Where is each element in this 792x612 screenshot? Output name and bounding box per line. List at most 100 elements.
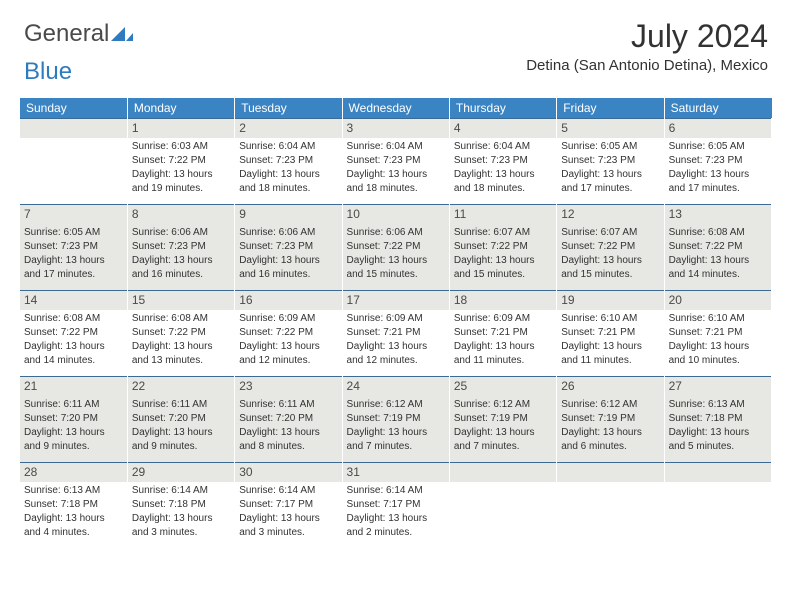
sunset-line: Sunset: 7:21 PM — [454, 326, 552, 340]
header: General Blue July 2024 Detina (San Antoni… — [0, 0, 792, 92]
daylight-line: Daylight: 13 hours and 9 minutes. — [132, 426, 230, 454]
sunrise-line: Sunrise: 6:13 AM — [669, 398, 767, 412]
sunrise-line: Sunrise: 6:11 AM — [239, 398, 337, 412]
sunrise-line: Sunrise: 6:04 AM — [454, 140, 552, 154]
sunset-line: Sunset: 7:17 PM — [347, 498, 445, 512]
calendar-day-cell: 5Sunrise: 6:05 AMSunset: 7:23 PMDaylight… — [557, 119, 664, 205]
calendar-week-row: 14Sunrise: 6:08 AMSunset: 7:22 PMDayligh… — [20, 291, 772, 377]
calendar-day-cell — [557, 463, 664, 549]
day-number-empty — [665, 463, 771, 482]
day-number: 12 — [557, 205, 663, 224]
daylight-line: Daylight: 13 hours and 6 minutes. — [561, 426, 659, 454]
sunset-line: Sunset: 7:22 PM — [561, 240, 659, 254]
sunset-line: Sunset: 7:23 PM — [239, 240, 337, 254]
sunrise-line: Sunrise: 6:09 AM — [239, 312, 337, 326]
weekday-header: Monday — [127, 98, 234, 119]
month-title: July 2024 — [526, 18, 768, 55]
daylight-line: Daylight: 13 hours and 7 minutes. — [347, 426, 445, 454]
day-number-empty — [450, 463, 556, 482]
calendar-day-cell: 2Sunrise: 6:04 AMSunset: 7:23 PMDaylight… — [235, 119, 342, 205]
day-number: 28 — [20, 463, 127, 482]
daylight-line: Daylight: 13 hours and 16 minutes. — [239, 254, 337, 282]
calendar-day-cell: 28Sunrise: 6:13 AMSunset: 7:18 PMDayligh… — [20, 463, 127, 549]
day-number: 17 — [343, 291, 449, 310]
calendar-day-cell — [664, 463, 771, 549]
location-line: Detina (San Antonio Detina), Mexico — [526, 57, 768, 74]
calendar-day-cell: 27Sunrise: 6:13 AMSunset: 7:18 PMDayligh… — [664, 377, 771, 463]
day-number-empty — [557, 463, 663, 482]
day-number: 14 — [20, 291, 127, 310]
daylight-line: Daylight: 13 hours and 17 minutes. — [669, 168, 767, 196]
sunrise-line: Sunrise: 6:14 AM — [239, 484, 337, 498]
daylight-line: Daylight: 13 hours and 15 minutes. — [561, 254, 659, 282]
day-number: 16 — [235, 291, 341, 310]
sunset-line: Sunset: 7:23 PM — [454, 154, 552, 168]
day-number: 10 — [343, 205, 449, 224]
day-number: 8 — [128, 205, 234, 224]
sunset-line: Sunset: 7:22 PM — [24, 326, 123, 340]
calendar-day-cell: 16Sunrise: 6:09 AMSunset: 7:22 PMDayligh… — [235, 291, 342, 377]
sunset-line: Sunset: 7:19 PM — [347, 412, 445, 426]
sunrise-line: Sunrise: 6:04 AM — [239, 140, 337, 154]
sunrise-line: Sunrise: 6:09 AM — [347, 312, 445, 326]
sunset-line: Sunset: 7:22 PM — [669, 240, 767, 254]
sunset-line: Sunset: 7:23 PM — [561, 154, 659, 168]
sunrise-line: Sunrise: 6:05 AM — [24, 226, 123, 240]
sunrise-line: Sunrise: 6:06 AM — [132, 226, 230, 240]
daylight-line: Daylight: 13 hours and 11 minutes. — [561, 340, 659, 368]
daylight-line: Daylight: 13 hours and 4 minutes. — [24, 512, 123, 540]
day-number: 13 — [665, 205, 771, 224]
calendar-day-cell: 4Sunrise: 6:04 AMSunset: 7:23 PMDaylight… — [449, 119, 556, 205]
day-number: 19 — [557, 291, 663, 310]
brand-sail-icon — [111, 22, 133, 46]
day-number: 24 — [343, 377, 449, 396]
weekday-header: Thursday — [449, 98, 556, 119]
sunset-line: Sunset: 7:19 PM — [561, 412, 659, 426]
calendar-day-cell: 24 Sunrise: 6:12 AMSunset: 7:19 PMDayligh… — [342, 377, 449, 463]
sunset-line: Sunset: 7:23 PM — [132, 240, 230, 254]
sunrise-line: Sunrise: 6:12 AM — [347, 398, 445, 412]
day-number: 9 — [235, 205, 341, 224]
day-number: 30 — [235, 463, 341, 482]
daylight-line: Daylight: 13 hours and 2 minutes. — [347, 512, 445, 540]
calendar-day-cell: 3Sunrise: 6:04 AMSunset: 7:23 PMDaylight… — [342, 119, 449, 205]
brand-part2: Blue — [24, 58, 72, 85]
day-number: 6 — [665, 119, 771, 138]
daylight-line: Daylight: 13 hours and 14 minutes. — [24, 340, 123, 368]
day-number: 31 — [343, 463, 449, 482]
daylight-line: Daylight: 13 hours and 18 minutes. — [454, 168, 552, 196]
calendar-day-cell: 23Sunrise: 6:11 AMSunset: 7:20 PMDayligh… — [235, 377, 342, 463]
daylight-line: Daylight: 13 hours and 16 minutes. — [132, 254, 230, 282]
daylight-line: Daylight: 13 hours and 9 minutes. — [24, 426, 123, 454]
calendar-day-cell: 20Sunrise: 6:10 AMSunset: 7:21 PMDayligh… — [664, 291, 771, 377]
day-number: 26 — [557, 377, 663, 396]
calendar-body: 1Sunrise: 6:03 AMSunset: 7:22 PMDaylight… — [20, 119, 772, 549]
sunrise-line: Sunrise: 6:06 AM — [239, 226, 337, 240]
calendar-day-cell: 30Sunrise: 6:14 AMSunset: 7:17 PMDayligh… — [235, 463, 342, 549]
sunrise-line: Sunrise: 6:08 AM — [669, 226, 767, 240]
day-number: 18 — [450, 291, 556, 310]
day-number: 11 — [450, 205, 556, 224]
calendar-day-cell: 6Sunrise: 6:05 AMSunset: 7:23 PMDaylight… — [664, 119, 771, 205]
weekday-header: Wednesday — [342, 98, 449, 119]
calendar-day-cell: 26Sunrise: 6:12 AMSunset: 7:19 PMDayligh… — [557, 377, 664, 463]
calendar-day-cell — [20, 119, 127, 205]
day-number: 2 — [235, 119, 341, 138]
sunrise-line: Sunrise: 6:09 AM — [454, 312, 552, 326]
calendar-day-cell: 11Sunrise: 6:07 AMSunset: 7:22 PMDayligh… — [449, 205, 556, 291]
sunrise-line: Sunrise: 6:07 AM — [561, 226, 659, 240]
daylight-line: Daylight: 13 hours and 19 minutes. — [132, 168, 230, 196]
weekday-header: Saturday — [664, 98, 771, 119]
day-number: 15 — [128, 291, 234, 310]
sunrise-line: Sunrise: 6:05 AM — [561, 140, 659, 154]
calendar-day-cell: 22Sunrise: 6:11 AMSunset: 7:20 PMDayligh… — [127, 377, 234, 463]
calendar-day-cell: 9 Sunrise: 6:06 AMSunset: 7:23 PMDaylight… — [235, 205, 342, 291]
sunrise-line: Sunrise: 6:10 AM — [561, 312, 659, 326]
day-number: 25 — [450, 377, 556, 396]
day-number-empty — [20, 119, 127, 138]
sunset-line: Sunset: 7:20 PM — [132, 412, 230, 426]
daylight-line: Daylight: 13 hours and 11 minutes. — [454, 340, 552, 368]
daylight-line: Daylight: 13 hours and 3 minutes. — [132, 512, 230, 540]
calendar-day-cell: 14Sunrise: 6:08 AMSunset: 7:22 PMDayligh… — [20, 291, 127, 377]
brand-part1: General — [24, 20, 109, 47]
